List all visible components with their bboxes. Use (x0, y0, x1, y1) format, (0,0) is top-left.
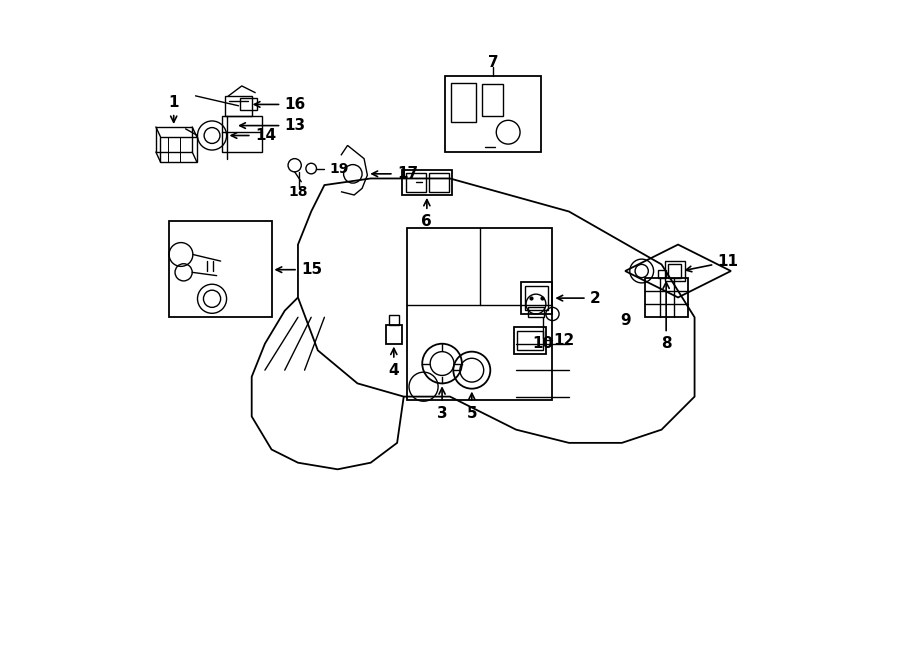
Bar (658, 270, 666, 278)
Text: 6: 6 (421, 200, 432, 229)
Bar (518, 330, 543, 350)
Bar (482, 84, 503, 116)
Text: 10: 10 (532, 336, 554, 351)
Text: 4: 4 (389, 348, 399, 377)
Text: 9: 9 (620, 313, 631, 328)
Text: 1: 1 (168, 95, 179, 122)
Bar (521, 282, 553, 314)
Bar (428, 173, 449, 192)
Text: 7: 7 (488, 56, 499, 70)
Bar (407, 228, 553, 400)
Bar (389, 315, 399, 325)
Text: 14: 14 (255, 128, 276, 143)
Text: 12: 12 (554, 333, 575, 348)
Text: 19: 19 (329, 161, 349, 176)
Bar (665, 261, 685, 281)
Text: 17: 17 (397, 167, 418, 181)
Text: 2: 2 (590, 291, 601, 305)
Bar (386, 325, 401, 344)
Bar (406, 173, 426, 192)
Text: 18: 18 (289, 184, 309, 199)
Bar (645, 278, 688, 317)
Bar (528, 307, 544, 317)
Bar (514, 327, 545, 354)
Bar (156, 127, 193, 152)
Bar (222, 116, 262, 152)
Text: 5: 5 (466, 393, 477, 420)
Text: 11: 11 (717, 254, 739, 268)
Bar (240, 98, 257, 110)
Text: 16: 16 (284, 97, 306, 112)
Text: 15: 15 (302, 262, 322, 277)
Bar (225, 96, 252, 116)
Bar (446, 76, 541, 152)
Text: 8: 8 (661, 282, 671, 351)
Bar (668, 264, 681, 278)
Text: 3: 3 (436, 388, 447, 420)
Bar (451, 83, 476, 122)
Bar (525, 286, 548, 310)
Bar (169, 221, 272, 317)
Text: 13: 13 (284, 118, 306, 133)
Bar (402, 170, 452, 195)
Bar (160, 137, 197, 162)
